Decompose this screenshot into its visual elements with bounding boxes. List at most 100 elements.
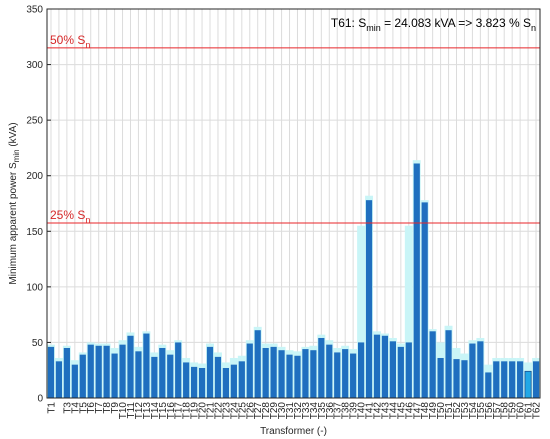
envelope-bar: [357, 225, 366, 398]
bar-t44: [389, 341, 396, 398]
reference-lines: 50% Sn 25% Sn: [47, 33, 540, 225]
x-tick-label: T42: [372, 402, 383, 420]
x-tick-label: T23: [221, 402, 232, 420]
bar-t25: [238, 361, 245, 398]
bar-t57: [493, 361, 500, 398]
bar-t43: [381, 335, 389, 398]
x-tick-label: T43: [380, 402, 391, 420]
x-tick-label: T30: [277, 402, 288, 420]
bar-t18: [183, 362, 190, 398]
x-tick-label: T27: [253, 402, 264, 420]
x-tick-label: T10: [118, 402, 129, 420]
x-tick-label: T47: [412, 402, 423, 420]
bar-t16: [167, 354, 174, 398]
bar-t14: [151, 356, 158, 398]
x-tick-label: T38: [341, 402, 352, 420]
x-tick-label: T26: [245, 402, 256, 420]
x-tick-label: T24: [229, 402, 240, 420]
x-tick-label: T14: [150, 402, 161, 420]
bar-t52: [453, 359, 460, 398]
y-tick-labels: 0 50 100 150 200 250 300 350: [26, 5, 51, 405]
bar-t55: [477, 341, 484, 398]
x-tick-label: T5: [78, 402, 89, 414]
x-tick-label: T15: [158, 402, 169, 420]
bar-t2: [55, 361, 63, 398]
reference-line-label: 50% Sn: [50, 33, 90, 50]
bar-t33: [302, 349, 309, 398]
bar-t60: [517, 361, 524, 398]
x-tick-label: T20: [198, 402, 209, 420]
bar-t51: [445, 330, 452, 398]
x-tick-label: T9: [110, 402, 121, 414]
x-tick-label: T51: [444, 402, 455, 420]
bar-t8: [103, 345, 110, 398]
x-tick-label: T62: [532, 402, 543, 420]
bar-t49: [429, 331, 436, 398]
x-tick-label: T7: [94, 402, 105, 414]
bar-t11: [127, 335, 134, 398]
y-tick-label: 350: [26, 5, 43, 16]
x-tick-label: T50: [436, 402, 447, 420]
y-tick-label: 250: [26, 116, 43, 127]
bar-t37: [334, 352, 341, 398]
bars: [47, 163, 540, 399]
x-tick-label: T3: [62, 402, 73, 414]
x-tick-labels: T1 T3T4T5T6T7T8T9T10T11T12T13T14T15T16T17…: [46, 402, 542, 420]
bar-t39: [350, 353, 357, 398]
x-tick-label: T37: [333, 402, 344, 420]
x-tick-label: T1: [46, 402, 57, 414]
x-tick-label: T48: [420, 402, 431, 420]
x-tick-label: T44: [388, 402, 399, 420]
bar-t41: [365, 200, 373, 398]
bar-t56: [485, 372, 492, 398]
y-axis-label: Minimum apparent power Smin (kVA): [8, 122, 21, 284]
bar-t6: [87, 344, 94, 398]
y-tick-label: 150: [26, 227, 43, 238]
y-tick-label: 200: [26, 171, 43, 182]
y-tick-label: 300: [26, 60, 43, 71]
bar-t58: [501, 361, 508, 398]
x-tick-label: T41: [365, 402, 376, 420]
x-tick-label: T22: [213, 402, 224, 420]
x-tick-label: T53: [460, 402, 471, 420]
x-tick-label: T8: [102, 402, 113, 414]
bar-t61: [524, 370, 532, 399]
x-tick-label: T18: [182, 402, 193, 420]
x-tick-label: T58: [500, 402, 511, 420]
x-tick-label: T33: [301, 402, 312, 420]
x-tick-label: T57: [492, 402, 503, 420]
bar-t24: [230, 364, 237, 398]
x-tick-label: T31: [285, 402, 296, 420]
x-tick-label: T40: [357, 402, 368, 420]
x-tick-label: T52: [452, 402, 463, 420]
envelope-bar: [404, 225, 413, 398]
x-tick-label: T11: [126, 402, 137, 419]
y-tick-label: 0: [37, 394, 43, 405]
x-tick-label: T46: [404, 402, 415, 420]
bar-t46: [405, 342, 412, 398]
x-tick-label: T4: [70, 402, 81, 414]
bar-t9: [111, 353, 118, 398]
bar-t5: [79, 354, 86, 398]
x-tick-label: T55: [476, 402, 487, 420]
bar-t17: [175, 342, 182, 398]
bar-t22: [214, 356, 222, 398]
bar-t20: [198, 367, 206, 398]
bar-t12: [135, 351, 142, 398]
x-tick-label: T6: [86, 402, 97, 414]
bar-t10: [119, 344, 126, 398]
x-tick-label: T60: [516, 402, 527, 420]
bar-t3: [63, 347, 70, 398]
y-tick-label: 100: [26, 282, 43, 293]
bar-t26: [246, 343, 253, 398]
x-tick-label: T29: [269, 402, 280, 420]
x-tick-label: T19: [190, 402, 201, 420]
bar-t23: [222, 367, 230, 398]
bar-t38: [342, 349, 349, 398]
x-tick-label: T59: [508, 402, 519, 420]
bar-t13: [143, 333, 150, 398]
y-tick-label: 50: [32, 338, 44, 349]
bar-t28: [262, 347, 269, 398]
x-tick-label: T35: [317, 402, 328, 420]
